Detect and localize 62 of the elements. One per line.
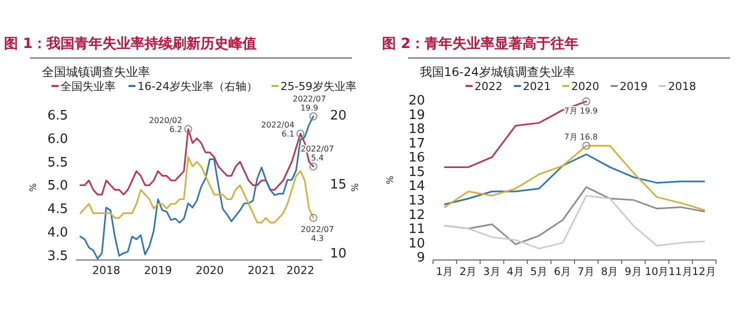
y-tick-label: 15 [408, 164, 425, 180]
y-tick-label: 12 [408, 208, 425, 223]
y-tick-label: 19 [408, 108, 425, 123]
y-axis-title: % [386, 175, 396, 184]
legend-label: 2018 [668, 80, 696, 93]
y2-tick-label: 20 [330, 108, 347, 124]
y-axis-title: % [29, 182, 39, 192]
y-tick-label: 5.5 [47, 155, 68, 170]
y-tick-label: 18 [408, 122, 425, 138]
y-tick-label: 3.5 [47, 248, 68, 264]
annotation: 7月 16.8 [564, 132, 598, 142]
y-tick-label: 11 [408, 222, 425, 238]
y-tick-label: 16 [408, 150, 425, 166]
y-tick-label: 6.0 [47, 132, 68, 147]
y-tick-label: 4.0 [47, 225, 68, 240]
x-tick-label: 1月 [436, 266, 454, 278]
legend-label: 25-59岁失业率 [280, 80, 356, 93]
x-tick-label: 8月 [601, 266, 619, 278]
legend-label: 16-24岁失业率（右轴） [138, 80, 258, 93]
line-series [444, 194, 706, 250]
x-tick-label: 7月 [577, 266, 596, 278]
y-tick-label: 10 [408, 236, 425, 252]
line-series [444, 153, 706, 206]
x-tick-label: 5月 [530, 266, 548, 278]
y-tick-label: 14 [408, 179, 425, 194]
x-tick-label: 2018 [92, 264, 120, 277]
x-tick-label: 2月 [460, 266, 478, 278]
x-tick-label: 2022 [286, 264, 314, 277]
x-tick-label: 12月 [692, 266, 716, 278]
y-tick-label: 5.0 [47, 178, 68, 194]
y-tick-label: 6.5 [47, 108, 68, 124]
chart-title: 图 2：青年失业率显著高于往年 [382, 35, 579, 52]
x-tick-label: 2019 [144, 264, 172, 277]
chart-subtitle: 全国城镇调查失业率 [42, 65, 150, 79]
legend-label: 2021 [522, 80, 551, 93]
chart-subtitle: 我国16-24岁城镇调查失业率 [420, 65, 575, 79]
y2-axis-title: % [351, 182, 361, 192]
y-tick-label: 9 [416, 250, 425, 266]
y2-tick-label: 15 [330, 178, 347, 193]
x-tick-label: 2020 [196, 264, 224, 277]
y2-tick-label: 10 [330, 246, 347, 262]
y-tick-label: 20 [408, 94, 425, 108]
x-tick-label: 4月 [506, 266, 524, 278]
legend-label: 2022 [474, 80, 502, 93]
x-tick-label: 11月 [668, 266, 693, 278]
x-tick-label: 6月 [554, 266, 572, 278]
legend-label: 2020 [571, 80, 600, 93]
x-tick-label: 3月 [483, 266, 501, 278]
legend-label: 2019 [620, 80, 648, 93]
x-tick-label: 10月 [644, 266, 670, 278]
x-tick-label: 9月 [624, 266, 642, 278]
y-tick-label: 13 [408, 194, 425, 208]
chart-title: 图 1：我国青年失业率持续刷新历史峰值 [4, 35, 257, 52]
annotation: 2022/07 4.3 [300, 224, 334, 243]
annotation: 2020/02 6.2 [148, 116, 182, 134]
x-tick-label: 2021 [248, 264, 276, 277]
annotation: 2022/04 6.1 [261, 120, 294, 139]
y-tick-label: 4.5 [47, 202, 68, 218]
text: 2022/07 19.9 [292, 94, 326, 112]
annotation: 7月 19.9 [564, 106, 598, 116]
legend-label: 全国失业率 [60, 80, 116, 93]
y-tick-label: 17 [408, 136, 425, 152]
